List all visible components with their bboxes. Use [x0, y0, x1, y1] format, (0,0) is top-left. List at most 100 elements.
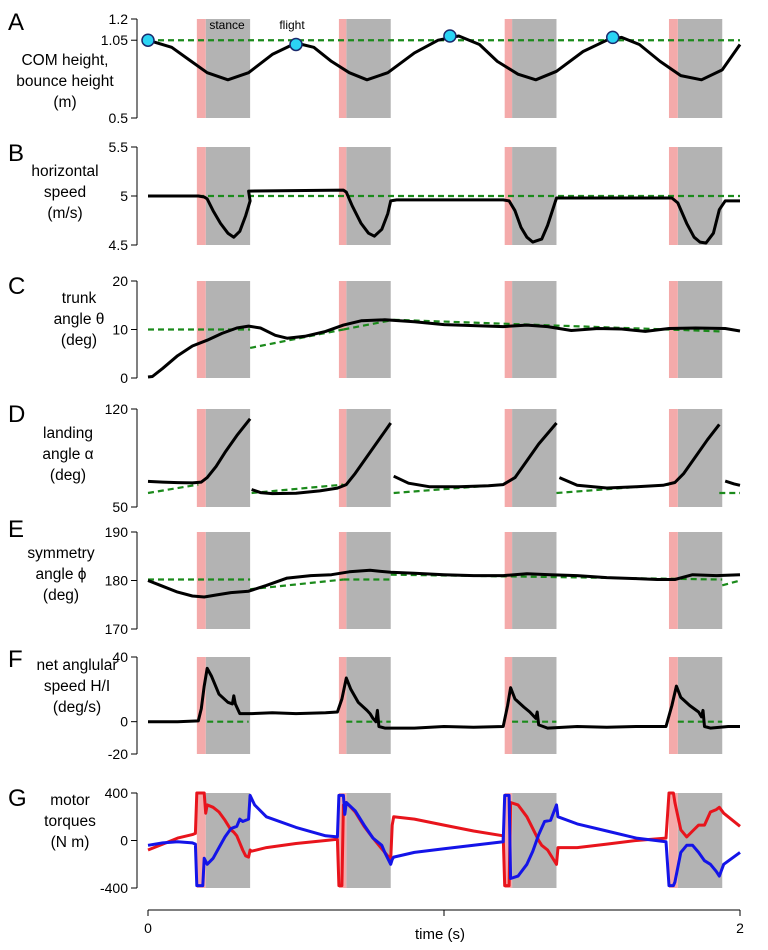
reference-line: [249, 328, 344, 350]
touchdown-band: [668, 409, 678, 507]
panel-letter: A: [8, 9, 24, 36]
y-tick-label: 5.5: [109, 139, 129, 155]
panel-label-line: (N m): [51, 834, 90, 851]
touchdown-band: [504, 281, 513, 378]
apex-marker: [289, 37, 303, 52]
series-line: [558, 423, 721, 490]
touchdown-band: [504, 793, 513, 888]
apex-marker: [443, 29, 457, 43]
series-line: [147, 791, 741, 888]
panel-label-line: angle θ: [54, 311, 105, 328]
y-tick-label: -20: [108, 746, 128, 762]
touchdown-band: [504, 532, 513, 629]
series-line: [147, 318, 741, 379]
panel-a: 0.5 1.05 1.2 A COM height, bounce height (m): [8, 9, 742, 126]
panel-label-line: motor: [50, 792, 90, 809]
panel-label-line: (deg/s): [53, 699, 101, 716]
reference-line: [251, 483, 344, 495]
touchdown-band: [196, 793, 206, 888]
series-line: [147, 568, 741, 599]
panel-g: -400 0 400 G motor torques (N m): [8, 785, 741, 896]
stance-band: [205, 657, 251, 754]
panel-label-line: (m): [53, 94, 76, 111]
reference-line: [343, 318, 394, 331]
stance-band: [512, 532, 557, 629]
panel-label-line: (deg): [61, 332, 97, 349]
y-tick-label: 20: [112, 273, 128, 289]
touchdown-band: [338, 409, 347, 507]
x-axis-label: time (s): [415, 926, 465, 943]
y-tick-label: 180: [105, 573, 129, 589]
touchdown-band: [338, 657, 347, 754]
y-tick-label: 0.5: [109, 110, 129, 126]
panel-label-line: bounce height: [16, 73, 114, 90]
stance-band: [512, 409, 557, 507]
panel-letter: F: [8, 646, 23, 673]
apex-marker: [605, 30, 620, 45]
series-line: [724, 479, 741, 487]
panel-label-line: trunk: [62, 290, 97, 307]
panel-label-line: speed: [44, 184, 86, 201]
series-line: [148, 188, 740, 245]
series-line: [251, 422, 392, 496]
panel-letter: C: [8, 273, 25, 300]
stance-band: [677, 409, 723, 507]
panel-letter: B: [8, 140, 24, 167]
touchdown-band: [196, 409, 206, 507]
stance-band: [512, 281, 557, 378]
panel-label-line: symmetry: [27, 545, 94, 562]
touchdown-band: [668, 19, 678, 118]
y-tick-label: 120: [105, 401, 129, 417]
stance-band: [512, 657, 557, 754]
y-tick-label: 1.2: [109, 11, 129, 27]
panel-label-line: (deg): [43, 587, 79, 604]
y-tick-label: 4.5: [109, 237, 129, 253]
touchdown-band: [668, 793, 678, 888]
stance-band: [346, 281, 391, 378]
x-tick-label: 0: [144, 920, 152, 936]
y-tick-label: 0: [120, 833, 128, 849]
phase-annotation: flight: [279, 18, 305, 32]
stance-band: [346, 409, 391, 507]
apex-marker: [141, 33, 155, 47]
panel-letter: E: [8, 516, 24, 543]
panel-letter: D: [8, 401, 25, 428]
y-tick-label: 1.05: [101, 32, 128, 48]
stance-band: [346, 19, 391, 118]
y-tick-label: 10: [112, 322, 128, 338]
panel-label-line: horizontal: [31, 163, 98, 180]
panel-label-line: angle α: [42, 446, 93, 463]
y-tick-label: 5: [120, 188, 128, 204]
y-tick-label: 190: [105, 524, 129, 540]
reference-line: [147, 483, 199, 495]
panel-f: -20 0 40 F net anglular speed H/I (deg/s): [8, 646, 740, 762]
stance-band: [677, 19, 723, 118]
touchdown-band: [504, 409, 513, 507]
reference-line: [250, 578, 344, 591]
panel-c: 0 10 20 C trunk angle θ (deg): [8, 273, 741, 386]
panel-label-line: torques: [44, 813, 96, 830]
series-line: [393, 422, 558, 489]
phase-annotation: stance: [209, 18, 245, 32]
stance-band: [205, 19, 251, 118]
panel-label-line: (m/s): [47, 205, 82, 222]
panel-label-line: speed H/I: [44, 678, 110, 695]
reference-line: [721, 579, 741, 587]
y-tick-label: 50: [112, 499, 128, 515]
series-line: [147, 793, 741, 888]
panel-label-line: net anglular: [36, 657, 117, 674]
stance-band: [512, 19, 557, 118]
panel-label-line: angle ϕ: [36, 566, 87, 583]
stance-band: [346, 657, 391, 754]
y-tick-label: 0: [120, 714, 128, 730]
y-tick-label: -400: [100, 880, 128, 896]
stance-band: [677, 793, 723, 888]
y-tick-label: 400: [105, 785, 129, 801]
y-tick-label: 40: [112, 649, 128, 665]
panel-label-line: (deg): [50, 467, 86, 484]
stance-band: [677, 657, 723, 754]
panel-label-line: COM height,: [21, 52, 108, 69]
